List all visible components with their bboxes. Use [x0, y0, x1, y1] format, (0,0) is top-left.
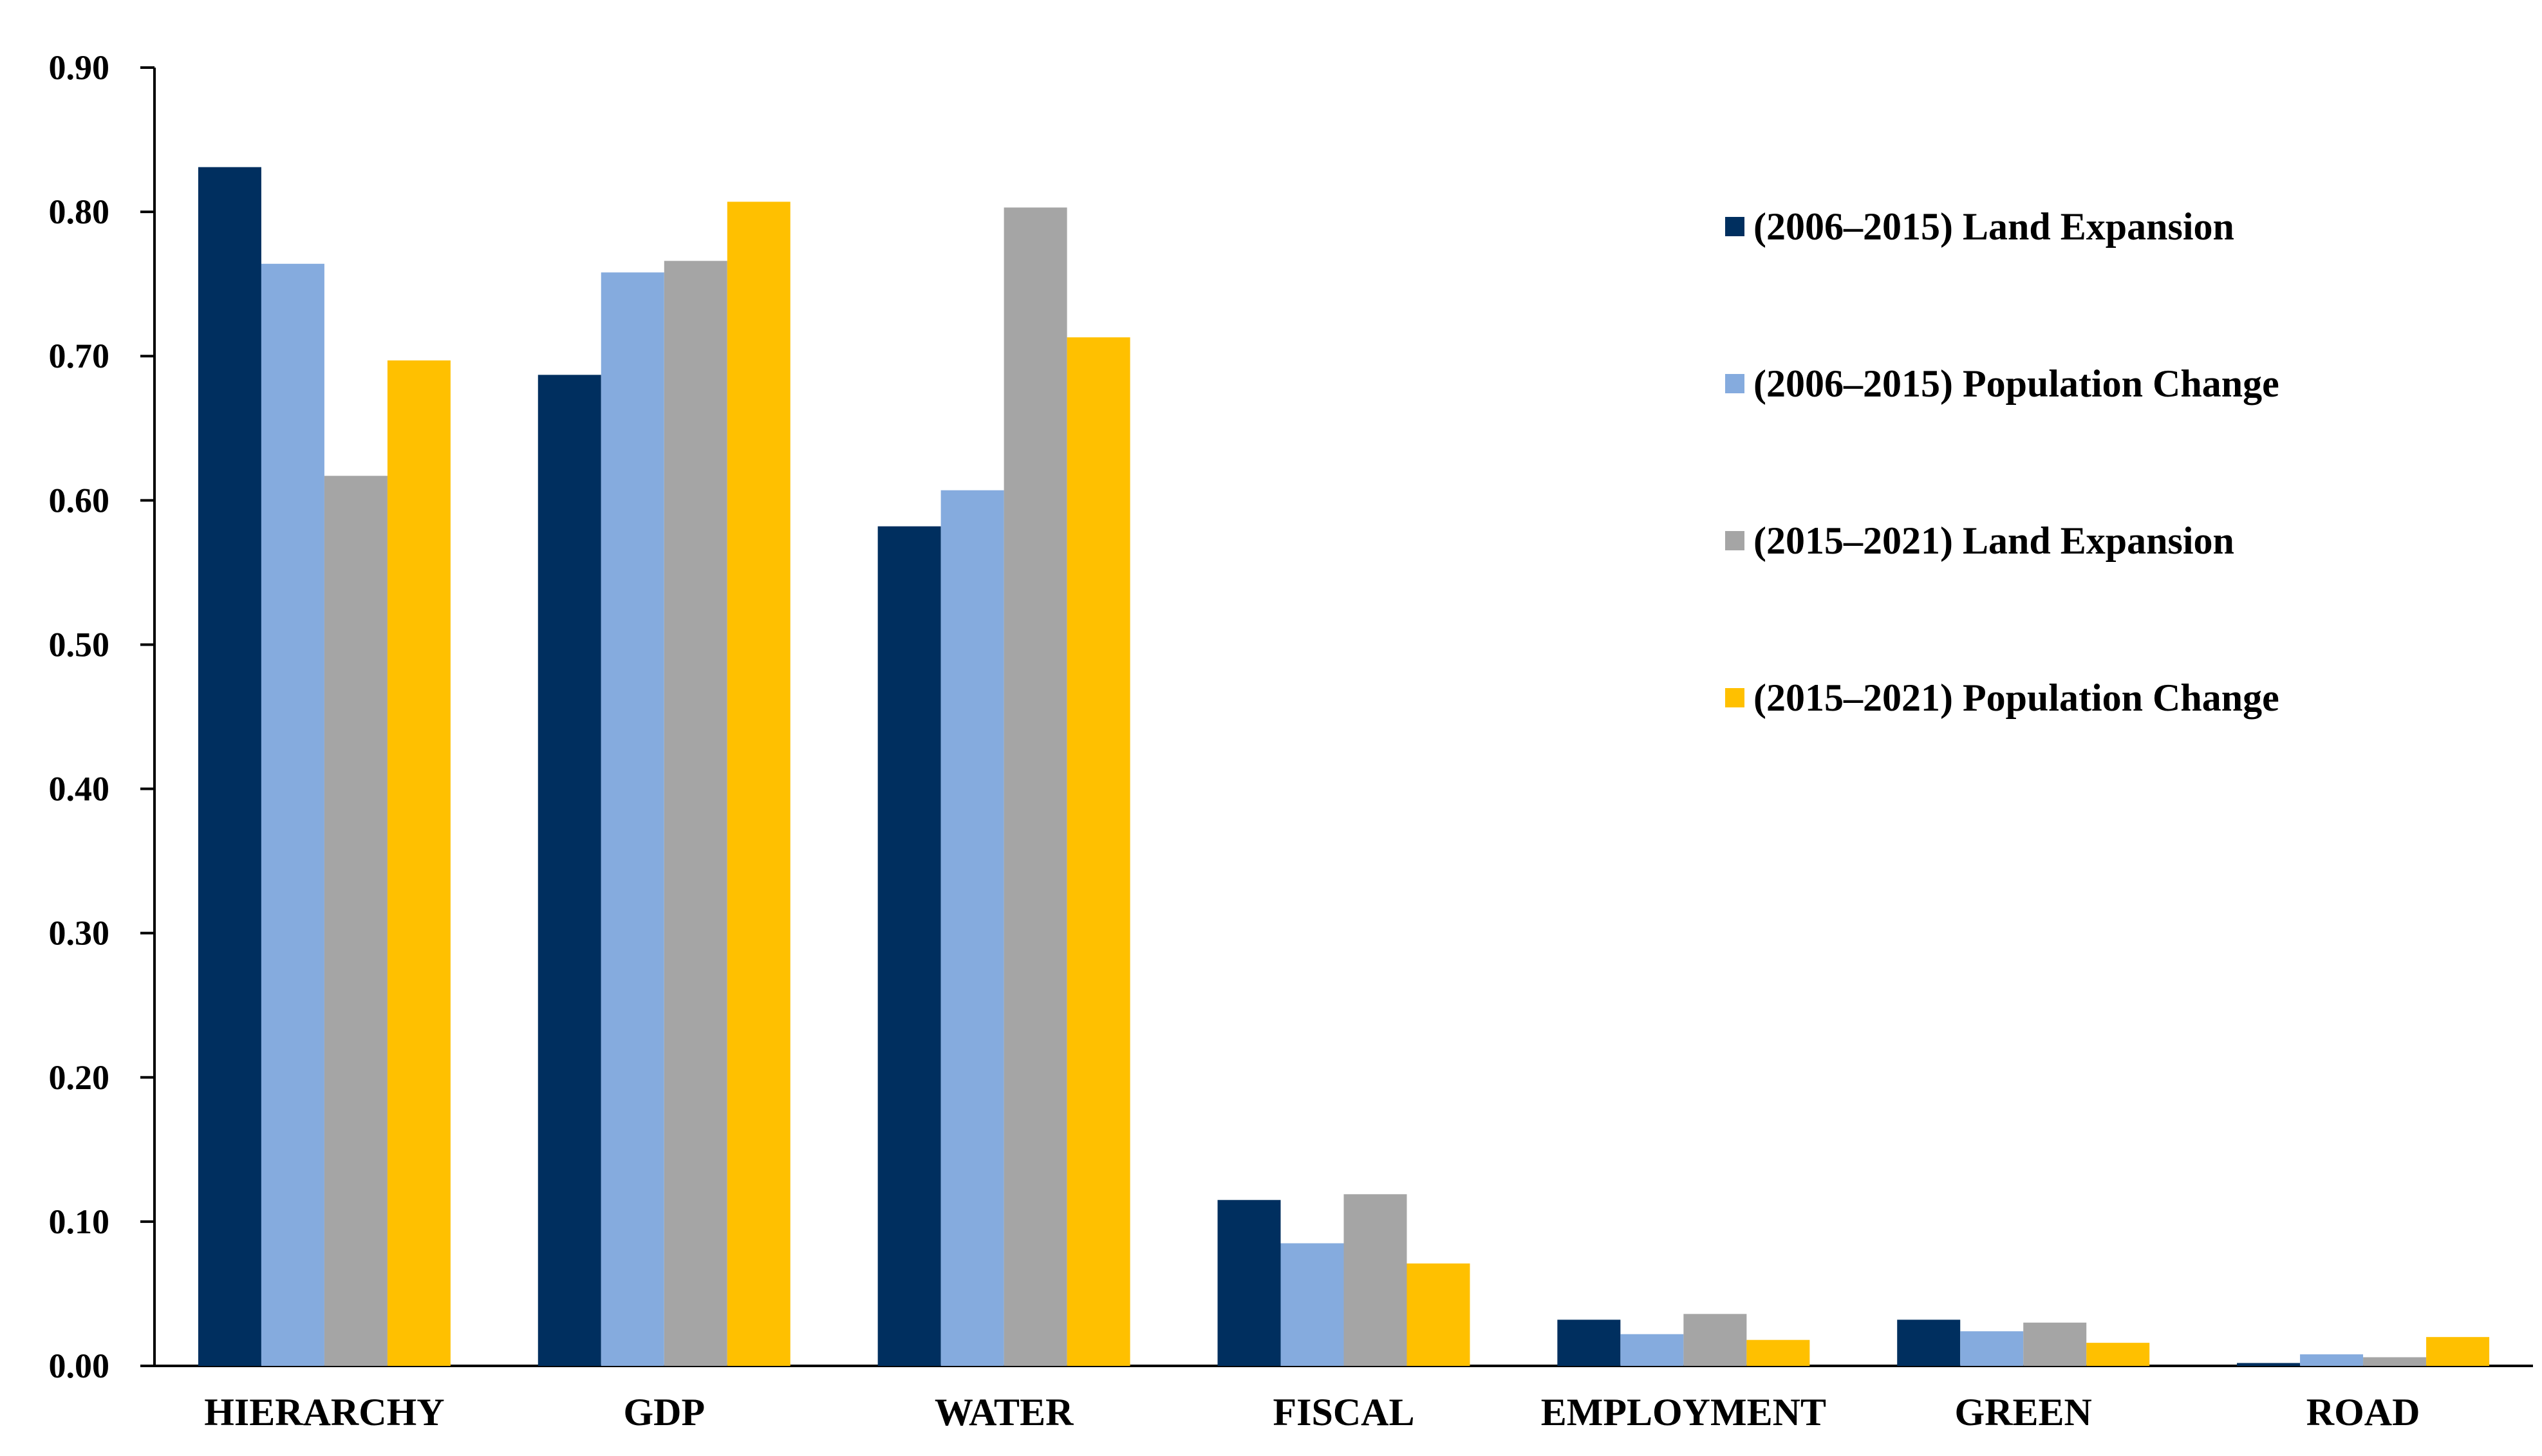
- legend-swatch: [1725, 217, 1744, 236]
- x-tick-label: ROAD: [2306, 1391, 2420, 1433]
- y-tick-label: 0.90: [49, 48, 110, 87]
- y-tick-label: 0.60: [49, 481, 110, 519]
- legend-label: (2015–2021) Population Change: [1753, 677, 2279, 719]
- bar-hierarchy-series-1: [198, 167, 261, 1366]
- y-tick-label: 0.80: [49, 192, 110, 231]
- y-tick-label: 0.00: [49, 1347, 110, 1385]
- bar-gdp-series-3: [664, 261, 727, 1367]
- bar-employment-series-4: [1746, 1339, 1810, 1366]
- bar-gdp-series-2: [601, 272, 664, 1366]
- y-tick-label: 0.50: [49, 625, 110, 664]
- y-tick-label: 0.10: [49, 1202, 110, 1241]
- y-axis: 0.00 0.10 0.20 0.30 0.40 0.50 0.60 0.70 0.80 0.90: [49, 48, 156, 1385]
- bar-employment-series-3: [1683, 1314, 1747, 1366]
- bar-fiscal-series-3: [1343, 1194, 1407, 1366]
- x-tick-label: GDP: [623, 1391, 705, 1433]
- bar-road-series-3: [2363, 1357, 2427, 1366]
- x-tick-label: GREEN: [1955, 1391, 2092, 1433]
- bars: [198, 167, 2490, 1367]
- y-tick-label: 0.40: [49, 770, 110, 808]
- x-tick-label: EMPLOYMENT: [1541, 1391, 1826, 1433]
- bar-water-series-3: [1004, 207, 1067, 1366]
- bar-gdp-series-4: [727, 201, 790, 1366]
- bar-road-series-1: [2237, 1363, 2301, 1366]
- bar-fiscal-series-1: [1217, 1200, 1281, 1366]
- y-tick-label: 0.30: [49, 914, 110, 953]
- x-axis: HIERARCHY GDP WATER FISCAL EMPLOYMENT GREEN RO…: [154, 1365, 2533, 1433]
- x-tick-label: WATER: [935, 1391, 1074, 1433]
- legend-label: (2015–2021) Land Expansion: [1753, 519, 2234, 562]
- bar-green-series-2: [1960, 1331, 2024, 1366]
- bar-water-series-1: [877, 526, 941, 1366]
- legend-swatch: [1725, 531, 1744, 550]
- bar-employment-series-1: [1557, 1320, 1621, 1366]
- bar-hierarchy-series-4: [387, 360, 451, 1366]
- legend-label: (2006–2015) Population Change: [1753, 362, 2279, 405]
- bar-green-series-3: [2023, 1322, 2087, 1366]
- legend: (2006–2015) Land Expansion (2006–2015) Po…: [1725, 205, 2279, 719]
- bar-road-series-4: [2426, 1337, 2490, 1366]
- bar-green-series-4: [2086, 1343, 2150, 1366]
- legend-swatch: [1725, 374, 1744, 393]
- bar-road-series-2: [2300, 1354, 2364, 1366]
- x-tick-label: HIERARCHY: [204, 1391, 444, 1433]
- legend-label: (2006–2015) Land Expansion: [1753, 205, 2234, 248]
- bar-fiscal-series-2: [1280, 1243, 1344, 1366]
- bar-green-series-1: [1897, 1320, 1961, 1366]
- bar-water-series-4: [1067, 337, 1130, 1366]
- bar-employment-series-2: [1620, 1334, 1684, 1366]
- bar-gdp-series-1: [537, 375, 601, 1366]
- bar-water-series-2: [940, 490, 1004, 1367]
- y-tick-label: 0.20: [49, 1058, 110, 1097]
- bar-hierarchy-series-3: [324, 476, 388, 1367]
- legend-swatch: [1725, 688, 1744, 707]
- y-tick-label: 0.70: [49, 337, 110, 375]
- bar-fiscal-series-4: [1407, 1263, 1470, 1366]
- bar-hierarchy-series-2: [261, 263, 324, 1366]
- x-tick-label: FISCAL: [1273, 1391, 1414, 1433]
